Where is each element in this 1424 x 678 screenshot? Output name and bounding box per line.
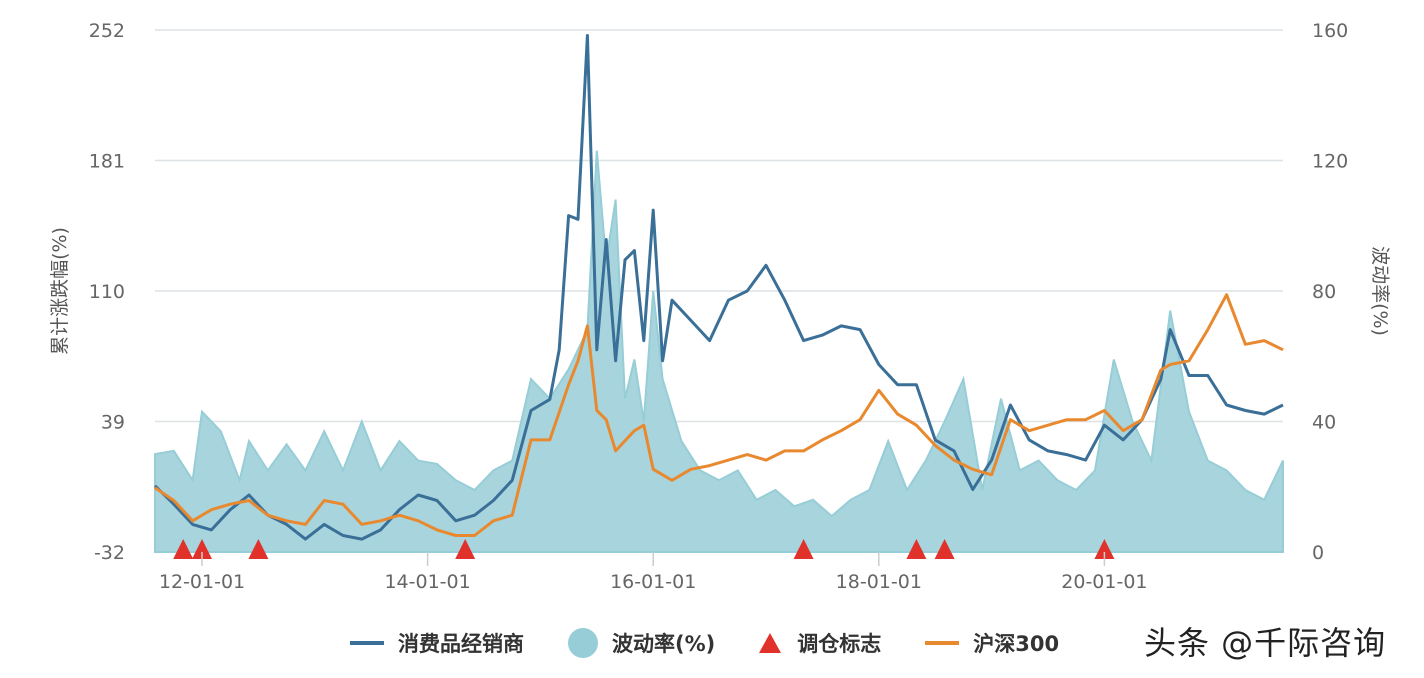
triangle-swatch-icon (759, 633, 782, 653)
x-tick-label: 18-01-01 (836, 571, 922, 593)
right-tick-label: 40 (1312, 412, 1336, 434)
rebalance-marker (248, 539, 269, 559)
left-tick-label: 39 (101, 412, 125, 434)
volatility-area (154, 150, 1284, 553)
right-tick-label: 0 (1312, 542, 1324, 564)
legend-item-csi300[interactable]: 沪深300 (925, 628, 1059, 658)
watermark: 头条 @千际咨询 (1144, 624, 1387, 662)
chart: -32 0 39 40 110 80 181 120 252 160 12-01-01 14-01-0… (49, 20, 1391, 593)
line-swatch-icon (350, 641, 384, 645)
legend-label: 沪深300 (973, 632, 1060, 656)
rebalance-marker (455, 539, 476, 559)
legend-item-rebalance[interactable]: 调仓标志 (759, 628, 881, 658)
rebalance-marker (934, 539, 955, 559)
x-tick-label: 16-01-01 (610, 571, 696, 593)
right-tick-label: 120 (1312, 151, 1348, 173)
x-tick-label: 20-01-01 (1061, 571, 1147, 593)
consumer-distributor-line (153, 34, 1284, 541)
rebalance-marker (793, 539, 814, 559)
x-tick-label: 12-01-01 (159, 571, 245, 593)
circle-swatch-icon (568, 628, 598, 658)
line-layer (153, 34, 1284, 541)
axis-ticks: -32 0 39 40 110 80 181 120 252 160 12-01-01 14-01-0… (89, 20, 1349, 593)
legend: 消费品经销商 波动率(%) 调仓标志 沪深300 (350, 628, 1103, 658)
csi300-line (154, 293, 1284, 537)
left-tick-label: 110 (89, 281, 125, 303)
left-tick-label: 252 (89, 20, 125, 42)
line-swatch-icon (925, 641, 960, 645)
x-tick-label: 14-01-01 (384, 571, 470, 593)
rebalance-marker (906, 539, 927, 559)
right-tick-label: 80 (1312, 281, 1336, 303)
right-tick-label: 160 (1312, 20, 1348, 42)
left-axis-title: 累计涨跌幅(%) (49, 227, 71, 355)
legend-label: 调仓标志 (797, 632, 882, 656)
volatility-area-layer (154, 150, 1284, 553)
left-tick-label: 181 (89, 151, 125, 173)
right-axis-title: 波动率(%) (1369, 246, 1391, 336)
rebalance-marker (1094, 539, 1115, 559)
legend-label: 波动率(%) (612, 632, 716, 656)
legend-item-consumer[interactable]: 消费品经销商 (350, 628, 524, 658)
rebalance-marker (173, 539, 194, 559)
legend-item-volatility[interactable]: 波动率(%) (568, 628, 715, 658)
legend-label: 消费品经销商 (398, 632, 524, 656)
left-tick-label: -32 (94, 542, 125, 564)
rebalance-marker (192, 539, 212, 559)
rebalance-markers (173, 539, 1115, 559)
